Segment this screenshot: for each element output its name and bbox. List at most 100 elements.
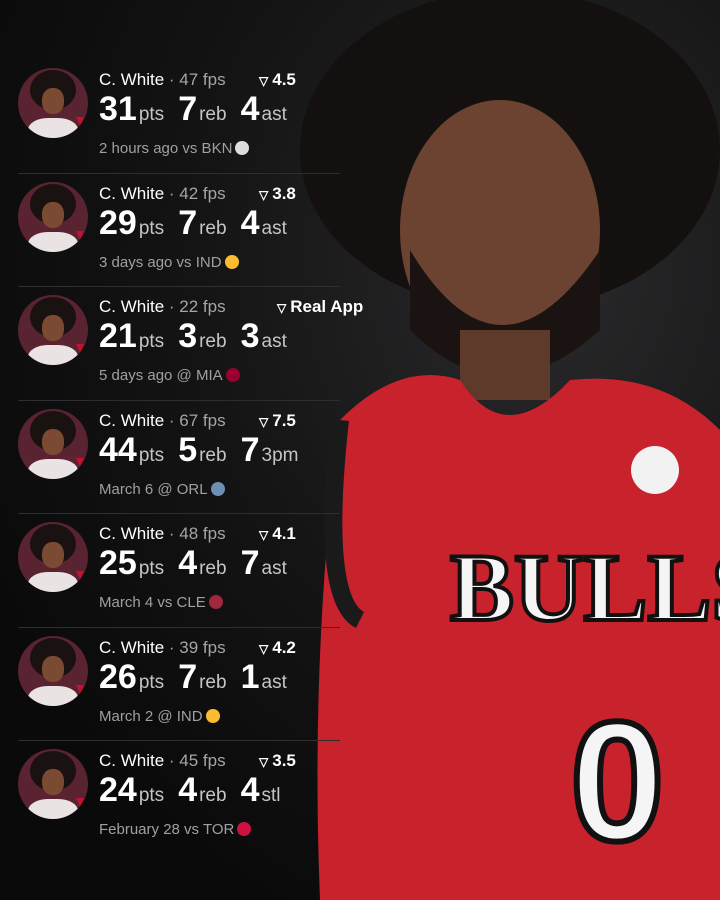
stat-unit: pts (138, 671, 165, 693)
real-app-triangle-icon: ▽ (259, 641, 269, 656)
stat-unit: pts (138, 444, 165, 466)
player-name: C. White (99, 637, 165, 657)
game-info: March 4 vs CLE (99, 594, 206, 611)
stat-unit: pts (138, 331, 165, 352)
rating: 3.5 (272, 751, 296, 770)
player-avatar (18, 522, 88, 592)
player-avatar (18, 749, 88, 819)
player-name: C. White (99, 524, 165, 543)
stat-value: 24 (99, 771, 137, 809)
stat-value: 25 (99, 544, 137, 582)
stat-line: 24 pts 4 reb 4 stl (99, 771, 295, 810)
bulls-logo-icon: ▼ (73, 112, 87, 128)
rating: Real App (290, 297, 364, 316)
stat-value: 7 (240, 430, 260, 469)
bulls-logo-icon: ▼ (73, 339, 87, 355)
stat-value: 4 (178, 771, 198, 809)
pacers-logo-icon (205, 708, 220, 723)
stat-value: 4 (178, 544, 198, 582)
stat-line: 29 pts 7 reb 4 ast (99, 204, 301, 243)
stat-unit: pts (138, 217, 165, 239)
stat-value: 4 (240, 90, 260, 128)
stat-unit: reb (199, 217, 227, 239)
game-info: March 2 @ IND (99, 707, 203, 725)
game-info: 2 hours ago vs BKN (99, 140, 233, 157)
stat-unit: reb (199, 331, 227, 352)
real-app-triangle-icon: ▽ (259, 74, 269, 88)
jersey-team-text: BULLS (450, 534, 720, 641)
pacers-logo-icon (224, 254, 239, 269)
game-row[interactable]: ▼ C. White · 39 fps ▽ 4.2 26 pts 7 reb 1 ast M… (0, 628, 340, 742)
bulls-logo-icon: ▼ (73, 225, 87, 242)
stat-value: 7 (178, 657, 198, 696)
heat-logo-icon (225, 368, 240, 382)
stat-unit: reb (199, 785, 227, 806)
stat-unit: ast (261, 558, 287, 579)
stat-unit: pts (138, 558, 165, 579)
nets-logo-icon (235, 141, 250, 155)
bulls-logo-icon: ▼ (73, 679, 87, 696)
real-app-triangle-icon: ▽ (277, 301, 287, 315)
stat-unit: reb (199, 671, 227, 693)
stat-unit: reb (199, 558, 227, 579)
player-name: C. White (99, 70, 165, 89)
cavaliers-logo-icon (208, 595, 223, 609)
game-log-list: ▼ C. White · 47 fps ▽ 4.5 31 pts 7 reb 4 ast 2… (0, 60, 363, 855)
raptors-logo-icon (237, 822, 252, 836)
stat-unit: pts (138, 104, 165, 125)
bulls-logo-icon: ▼ (73, 566, 87, 582)
stat-value: 26 (99, 657, 137, 696)
player-avatar (18, 295, 88, 365)
player-name: C. White (99, 751, 165, 770)
real-app-triangle-icon: ▽ (259, 187, 269, 202)
stat-unit: ast (261, 104, 287, 125)
fantasy-points: 48 fps (179, 524, 226, 543)
real-app-triangle-icon: ▽ (259, 528, 269, 542)
stat-unit: ast (261, 217, 287, 239)
fantasy-points: 45 fps (179, 751, 226, 770)
stat-value: 21 (99, 317, 137, 355)
real-app-triangle-icon: ▽ (259, 414, 269, 429)
rating: 3.8 (272, 183, 296, 203)
stat-line: 44 pts 5 reb 7 3pm (99, 431, 312, 470)
player-photo: BULLS 0 (300, 0, 720, 900)
fantasy-points: 22 fps (179, 297, 226, 316)
game-info: March 6 @ ORL (99, 480, 208, 498)
bulls-logo-icon: ▼ (73, 793, 87, 809)
rating: 4.2 (272, 637, 296, 657)
stat-unit: ast (261, 671, 287, 693)
game-row[interactable]: ▼ C. White · 45 fps ▽ 3.5 24 pts 4 reb 4 stl F… (0, 741, 340, 855)
stat-unit: reb (199, 104, 227, 125)
stat-unit: stl (261, 785, 281, 806)
game-info: 3 days ago vs IND (99, 253, 222, 271)
stat-line: 21 pts 3 reb 3 ast (99, 317, 301, 356)
game-row[interactable]: ▼ C. White · 47 fps ▽ 4.5 31 pts 7 reb 4 ast 2… (0, 60, 340, 174)
rating: 7.5 (272, 410, 296, 430)
stat-value: 7 (178, 90, 198, 128)
stat-value: 7 (178, 203, 198, 242)
stat-value: 44 (99, 430, 137, 469)
stat-value: 29 (99, 203, 137, 242)
game-row[interactable]: ▼ C. White · 22 fps ▽ Real App 21 pts 3 reb 3… (0, 287, 363, 401)
stat-value: 4 (240, 203, 260, 242)
rating: 4.1 (272, 524, 296, 543)
player-name: C. White (99, 183, 165, 203)
player-avatar (18, 635, 88, 706)
rating: 4.5 (272, 70, 296, 89)
stat-value: 7 (240, 544, 260, 582)
stat-value: 3 (178, 317, 198, 355)
fantasy-points: 42 fps (179, 183, 226, 203)
game-row[interactable]: ▼ C. White · 48 fps ▽ 4.1 25 pts 4 reb 7 ast M… (0, 514, 340, 628)
game-info: February 28 vs TOR (99, 821, 235, 838)
stat-value: 5 (178, 430, 198, 469)
stat-value: 31 (99, 90, 137, 128)
stat-value: 3 (240, 317, 260, 355)
stat-value: 4 (240, 771, 260, 809)
stat-line: 31 pts 7 reb 4 ast (99, 90, 301, 129)
game-row[interactable]: ▼ C. White · 42 fps ▽ 3.8 29 pts 7 reb 4 ast 3… (0, 174, 340, 288)
game-row[interactable]: ▼ C. White · 67 fps ▽ 7.5 44 pts 5 reb 7 3pm M… (0, 401, 340, 515)
player-name: C. White (99, 297, 165, 316)
bulls-logo-icon: ▼ (73, 452, 87, 469)
stat-line: 25 pts 4 reb 7 ast (99, 544, 301, 583)
game-info: 5 days ago @ MIA (99, 367, 223, 384)
